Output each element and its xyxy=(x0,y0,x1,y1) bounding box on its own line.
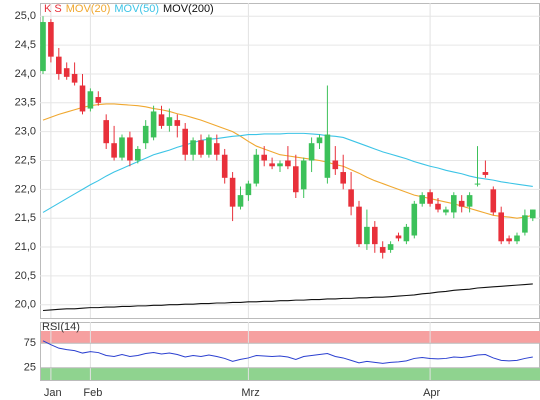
legend-entry: MOV(20) xyxy=(66,3,111,15)
candle-body xyxy=(277,163,283,167)
candle-body xyxy=(127,137,133,161)
candle-body xyxy=(261,154,267,161)
candle-body xyxy=(158,114,165,126)
candle-body xyxy=(95,97,102,103)
candle-body xyxy=(253,154,260,184)
candle-body xyxy=(190,140,196,155)
candle-body xyxy=(356,206,362,245)
legend-entry: K S xyxy=(44,3,62,15)
candle-body xyxy=(522,215,528,233)
rsi-line xyxy=(42,340,533,364)
x-tick-label: Jan xyxy=(44,387,62,399)
candle-body xyxy=(111,143,117,158)
candle-body xyxy=(451,195,457,213)
y-tick-label: 24,5 xyxy=(15,39,36,51)
candle-body xyxy=(48,22,54,57)
candle-body xyxy=(474,183,481,185)
candle-body xyxy=(324,134,331,178)
candle-body xyxy=(403,226,410,242)
candle-body xyxy=(206,137,212,155)
moving-average xyxy=(42,283,533,312)
y-tick-label: 22,5 xyxy=(15,154,36,166)
y-tick-label: 20,0 xyxy=(15,299,36,311)
y-tick-label: 25 xyxy=(24,362,36,374)
y-tick-label: 20,5 xyxy=(15,270,36,282)
x-tick-label: Feb xyxy=(83,387,102,399)
candle-body xyxy=(379,247,386,253)
candle-body xyxy=(40,22,46,72)
legend-entry: MOV(50) xyxy=(114,3,159,15)
rsi-band xyxy=(41,367,540,380)
y-tick-label: 21,0 xyxy=(15,241,36,253)
y-tick-label: 23,0 xyxy=(15,126,36,138)
candle-body xyxy=(150,111,157,138)
candle-body xyxy=(308,143,315,161)
candle-body xyxy=(221,154,228,178)
y-tick-label: 22,0 xyxy=(15,183,36,195)
candle-body xyxy=(506,238,512,242)
rsi-band xyxy=(41,331,540,344)
moving-average xyxy=(42,132,533,213)
y-tick-label: 25,0 xyxy=(15,10,36,22)
candle-body xyxy=(387,244,394,250)
candle-body xyxy=(300,160,307,190)
candle-body xyxy=(237,195,244,207)
x-tick-label: Mrz xyxy=(241,387,259,399)
y-tick-label: 21,5 xyxy=(15,212,36,224)
candle-body xyxy=(340,172,346,184)
candle-body xyxy=(419,195,425,204)
candle-body xyxy=(348,189,354,207)
legend: K S MOV(20) MOV(50) MOV(200) xyxy=(44,3,214,15)
candle-body xyxy=(269,163,275,167)
candle-body xyxy=(229,177,236,207)
candle-body xyxy=(63,68,70,77)
y-tick-label: 75 xyxy=(24,337,36,349)
x-tick-label: Apr xyxy=(423,387,440,399)
candle-body xyxy=(103,120,109,144)
candle-body xyxy=(466,195,473,207)
candle-body xyxy=(372,226,378,245)
candle-body xyxy=(56,56,62,74)
candle-body xyxy=(214,143,220,155)
candle-body xyxy=(245,183,252,196)
candle-body xyxy=(87,91,94,109)
candle-body xyxy=(79,85,86,112)
candle-body xyxy=(293,166,299,193)
y-tick-label: 23,5 xyxy=(15,97,36,109)
candle-body xyxy=(443,209,449,213)
candle-body xyxy=(182,128,188,155)
candle-body xyxy=(458,200,465,207)
candle-body xyxy=(166,117,173,126)
y-tick-label: 24,0 xyxy=(15,68,36,80)
legend-entry: MOV(200) xyxy=(163,3,214,15)
candle-body xyxy=(482,172,489,175)
candle-body xyxy=(395,235,402,239)
candle-body xyxy=(435,203,441,210)
candle-body xyxy=(285,160,291,167)
candle-body xyxy=(332,160,339,170)
rsi-label: RSI(14) xyxy=(42,321,80,333)
candle-body xyxy=(71,73,78,83)
candle-body xyxy=(198,140,204,155)
candle-body xyxy=(498,212,504,242)
candle-body xyxy=(316,137,323,144)
candle-body xyxy=(411,203,418,236)
candle-body xyxy=(490,189,497,213)
candle-body xyxy=(427,192,433,204)
candle-body xyxy=(142,125,149,144)
candle-body xyxy=(364,226,370,245)
candle-body xyxy=(135,148,141,161)
candle-body xyxy=(174,120,181,126)
candle-body xyxy=(514,235,520,242)
candle-body xyxy=(530,209,536,219)
layer: Jan Feb Mrz Apr 20,0 20,5 21,0 21,5 22,0 22,5 23,0… xyxy=(15,3,540,399)
candle-body xyxy=(119,137,125,158)
